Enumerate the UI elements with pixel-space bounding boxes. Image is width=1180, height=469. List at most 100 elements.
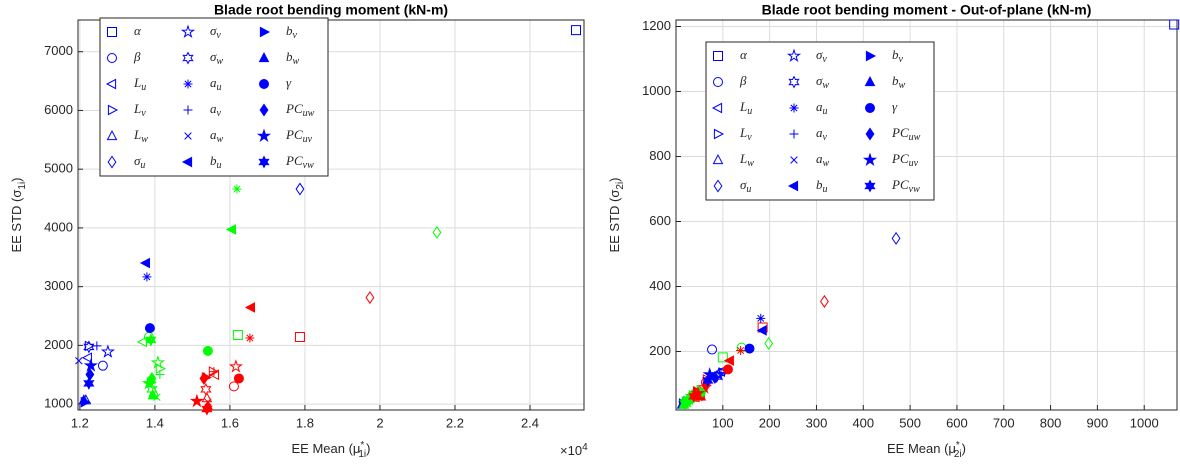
legend-label-part: u bbox=[217, 160, 222, 171]
legend-label: bw bbox=[892, 73, 906, 91]
legend-label-part: u bbox=[140, 160, 145, 171]
legend-label-part: a bbox=[816, 99, 823, 114]
data-point bbox=[201, 402, 213, 416]
data-point bbox=[744, 343, 755, 354]
data-point bbox=[756, 313, 766, 323]
legend-label: σv bbox=[816, 47, 827, 65]
legend-marker bbox=[787, 180, 799, 192]
legend-label-part: L bbox=[133, 75, 141, 90]
legend-label-part: PC bbox=[891, 151, 909, 166]
x-tick-label: 400 bbox=[852, 415, 874, 430]
legend-label-part: a bbox=[816, 125, 823, 140]
legend-marker bbox=[713, 51, 723, 61]
axes-box bbox=[675, 19, 1178, 411]
legend-label: β bbox=[133, 49, 141, 64]
legend-label-part: a bbox=[210, 127, 217, 142]
y-tick-label: 800 bbox=[649, 148, 671, 163]
y-axis-label: EE STD (σ2i) bbox=[607, 177, 625, 252]
legend-label: Lv bbox=[133, 101, 146, 119]
legend-label-part: w bbox=[141, 134, 148, 145]
x-tick-label: 1000 bbox=[1130, 415, 1159, 430]
legend-label-part: v bbox=[217, 108, 222, 119]
legend-marker bbox=[712, 153, 724, 165]
legend-label: PCuw bbox=[891, 125, 921, 143]
legend-label: Lu bbox=[133, 75, 146, 93]
legend-marker bbox=[259, 103, 269, 117]
legend-label: γ bbox=[892, 99, 898, 114]
y-axis-label-part: ) bbox=[9, 177, 24, 181]
legend-marker bbox=[256, 128, 272, 143]
y-tick-label: 2000 bbox=[44, 337, 73, 352]
y-axis-label-part: ) bbox=[607, 177, 622, 181]
legend-label-part: b bbox=[892, 47, 899, 62]
x-axis-label-part: ) bbox=[962, 441, 966, 456]
legend-label-part: a bbox=[210, 101, 217, 116]
legend-marker bbox=[107, 155, 117, 169]
legend-marker bbox=[862, 152, 878, 167]
x-exponent-label: ×104 bbox=[560, 442, 588, 459]
data-point bbox=[365, 291, 375, 305]
legend-marker bbox=[713, 128, 725, 140]
data-point bbox=[736, 346, 746, 356]
legend-marker bbox=[786, 48, 802, 63]
legend-label: aw bbox=[210, 127, 224, 145]
data-point bbox=[295, 182, 305, 196]
legend-label-part: uv bbox=[909, 158, 919, 169]
data-point bbox=[757, 322, 768, 333]
legend-marker bbox=[788, 75, 800, 89]
data-point bbox=[723, 355, 734, 366]
legend-label-part: L bbox=[739, 151, 747, 166]
x-tick-label: 300 bbox=[806, 415, 828, 430]
y-tick-label: 3000 bbox=[44, 278, 73, 293]
y-tick-label: 1200 bbox=[642, 18, 671, 33]
legend-label-part: L bbox=[133, 127, 141, 142]
data-point bbox=[688, 389, 700, 403]
data-point bbox=[78, 394, 90, 405]
data-point bbox=[228, 359, 243, 373]
legend-label-part: β bbox=[133, 49, 141, 64]
legend-label-part: vw bbox=[303, 160, 314, 171]
data-point bbox=[81, 352, 92, 364]
x-tick-label: 600 bbox=[946, 415, 968, 430]
legend-label-part: v bbox=[293, 30, 298, 41]
legend-label: aw bbox=[816, 151, 830, 169]
legend-label-part: σ bbox=[134, 153, 141, 168]
legend-marker bbox=[713, 179, 723, 193]
legend-label-part: σ bbox=[816, 73, 823, 88]
legend-label: α bbox=[740, 47, 748, 62]
legend-marker bbox=[107, 27, 117, 37]
legend-label-part: b bbox=[286, 23, 293, 38]
legend-marker bbox=[182, 51, 194, 65]
legend-marker bbox=[183, 79, 193, 89]
x-axis-label-part: * bbox=[360, 440, 364, 451]
x-tick-label: 1.2 bbox=[71, 415, 89, 430]
legend-label: σu bbox=[134, 153, 145, 171]
legend-marker bbox=[789, 103, 799, 113]
data-point bbox=[144, 323, 155, 334]
legend-label: au bbox=[210, 75, 222, 93]
legend-label-part: γ bbox=[892, 99, 898, 114]
data-point bbox=[83, 376, 95, 390]
legend-label-part: PC bbox=[285, 101, 303, 116]
y-tick-label: 600 bbox=[649, 213, 671, 228]
legend-label-part: b bbox=[210, 153, 217, 168]
x-tick-label: 100 bbox=[712, 415, 734, 430]
legend-box bbox=[705, 41, 935, 201]
data-point bbox=[147, 389, 159, 400]
legend-label-part: v bbox=[823, 132, 828, 143]
chart-title: Blade root bending moment - Out-of-plane… bbox=[762, 2, 1092, 18]
x-axis-label-part: * bbox=[956, 440, 960, 451]
data-point bbox=[100, 344, 115, 358]
legend-label-part: b bbox=[816, 177, 823, 192]
legend-label-part: v bbox=[899, 54, 904, 65]
legend-label: bu bbox=[210, 153, 222, 171]
data-point bbox=[83, 340, 95, 354]
legend-label-part: w bbox=[823, 158, 830, 169]
data-point bbox=[200, 382, 212, 396]
legend-label: bw bbox=[286, 49, 300, 67]
y-tick-label: 1000 bbox=[642, 83, 671, 98]
legend-label: bv bbox=[892, 47, 904, 65]
legend-label: bv bbox=[286, 23, 298, 41]
legend-label-part: v bbox=[216, 30, 221, 41]
legend-label: PCuv bbox=[891, 151, 919, 169]
